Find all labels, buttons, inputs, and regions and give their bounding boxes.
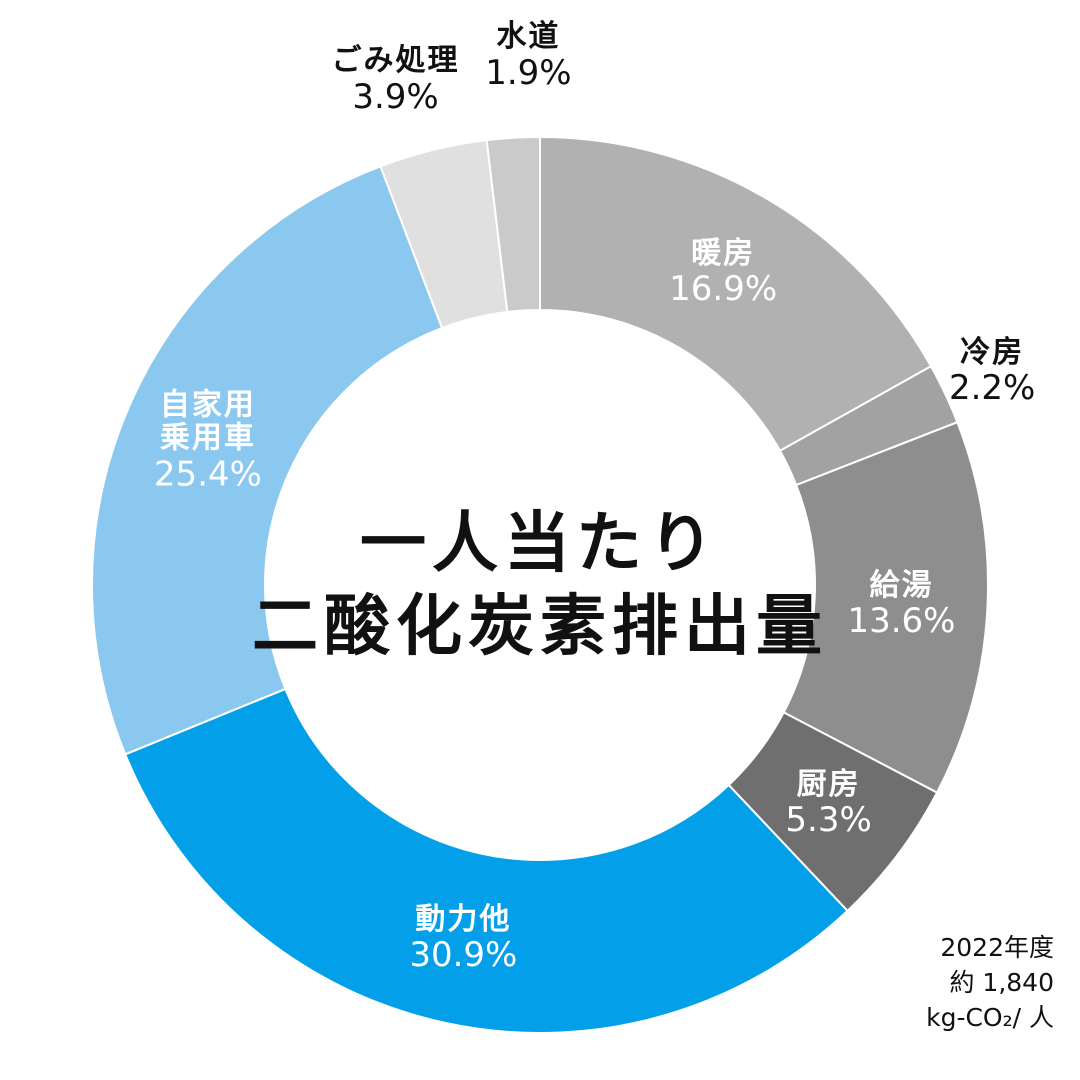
slice-7: [485, 135, 541, 314]
slice-label-0: 暖房 16.9%: [669, 237, 777, 309]
chart-title-line-1: 一人当たり: [360, 504, 720, 582]
slice-name-4-0: 動力他: [415, 901, 512, 937]
slice-name-6-0: ごみ処理: [331, 43, 460, 79]
footnote-amount: 約 1,840: [949, 968, 1054, 997]
footnote-unit: kg-CO₂/ 人: [926, 1003, 1054, 1032]
footnote-year: 2022年度: [940, 933, 1054, 962]
slice-value-7: 1.9%: [485, 52, 572, 93]
slice-value-2: 13.6%: [847, 601, 956, 642]
slice-name-5-1: 乗用車: [159, 420, 256, 456]
chart-title-line-2: 二酸化炭素排出量: [252, 587, 828, 664]
slice-2: [782, 420, 989, 794]
slice-name-0-0: 暖房: [691, 235, 756, 271]
slice-label-1: 冷房 2.2%: [949, 336, 1035, 408]
slice-value-6: 3.9%: [352, 76, 439, 117]
slice-value-1: 2.2%: [948, 368, 1036, 409]
footnote: 2022年度 約 1,840 kg-CO₂/ 人: [926, 930, 1054, 1035]
slice-label-5: 自家用 乗用車 25.4%: [154, 388, 262, 493]
slice-name-2-0: 給湯: [869, 568, 934, 604]
slice-label-4: 動力他 30.9%: [409, 903, 517, 975]
slice-5: [91, 165, 444, 756]
slice-0: [539, 135, 933, 453]
slice-4: [123, 687, 849, 1034]
slice-value-3: 5.3%: [785, 800, 872, 841]
slice-name-5-0: 自家用: [159, 387, 256, 423]
slice-label-3: 厨房 5.3%: [785, 768, 871, 840]
slice-name-1-0: 冷房: [960, 334, 1025, 370]
slice-label-7: 水道 1.9%: [485, 20, 571, 92]
slice-value-5: 25.4%: [153, 454, 262, 495]
slice-value-0: 16.9%: [669, 269, 778, 310]
slice-name-3-0: 厨房: [796, 766, 861, 802]
chart-title: 一人当たり 二酸化炭素排出量: [252, 503, 828, 668]
slice-value-4: 30.9%: [409, 935, 518, 976]
donut-hole: [266, 311, 814, 859]
slice-name-7-0: 水道: [496, 19, 561, 55]
slice-label-2: 給湯 13.6%: [847, 569, 955, 641]
slice-label-6: ごみ処理 3.9%: [332, 44, 460, 116]
